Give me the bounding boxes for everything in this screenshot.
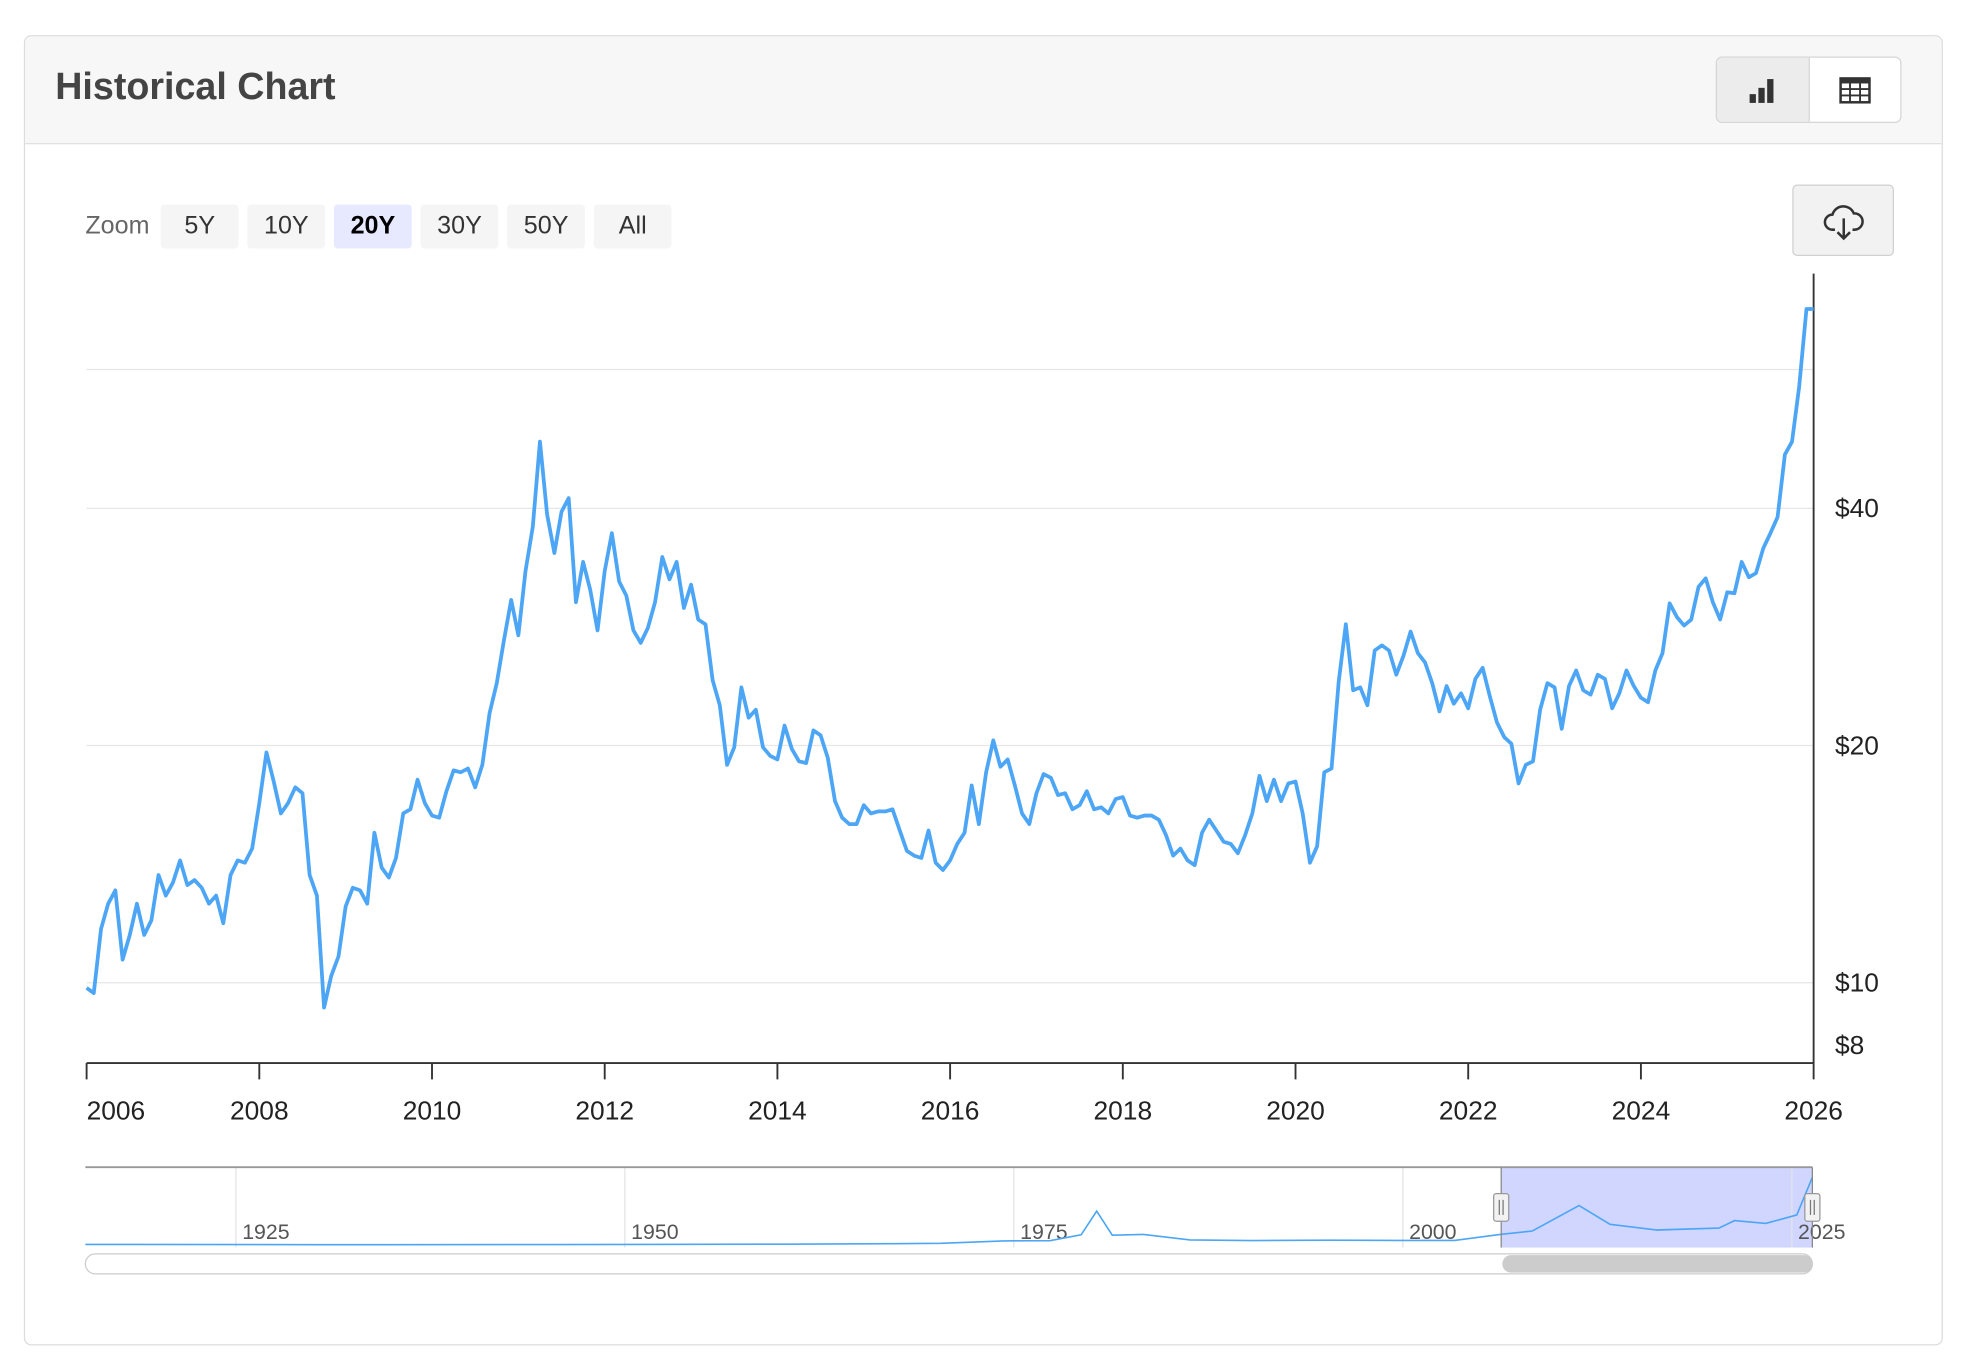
zoom-all-button[interactable]: All [593, 204, 672, 249]
x-tick-label: 2016 [921, 1096, 980, 1126]
chart-view-button[interactable] [1716, 57, 1810, 122]
navigator-tick-label: 2025 [1798, 1220, 1845, 1244]
zoom-30y-button[interactable]: 30Y [420, 204, 499, 249]
price-series-line [85, 307, 1814, 1010]
x-tick-label: 2014 [748, 1096, 807, 1126]
x-tick-label: 2008 [230, 1096, 289, 1126]
card-title: Historical Chart [55, 66, 336, 108]
navigator: 1925 1950 1975 2000 2025 [85, 1166, 1846, 1248]
download-button[interactable] [1792, 184, 1894, 257]
navigator-scrollbar-thumb[interactable] [1502, 1255, 1813, 1273]
zoom-10y-button[interactable]: 10Y [247, 204, 326, 249]
historical-chart-card: Historical Chart Zoom 5Y 10Y 20Y 30Y 50Y… [23, 35, 1943, 1346]
x-tick-label: 2022 [1439, 1096, 1498, 1126]
bar-chart-icon [1749, 78, 1774, 103]
table-icon [1839, 76, 1871, 103]
y-tick-label: $40 [1835, 493, 1879, 523]
navigator-series-line [85, 1176, 1814, 1246]
zoom-selector: Zoom 5Y 10Y 20Y 30Y 50Y All [85, 204, 672, 249]
x-tick-label: 2006 [87, 1096, 146, 1126]
x-tick-label: 2018 [1094, 1096, 1153, 1126]
card-header: Historical Chart [25, 36, 1942, 145]
y-tick-label: $8 [1835, 1030, 1864, 1060]
x-tick-label: 2026 [1784, 1096, 1843, 1126]
cloud-download-icon [1823, 204, 1864, 240]
zoom-5y-button[interactable]: 5Y [160, 204, 239, 249]
handle-box [1804, 1192, 1821, 1222]
navigator-tick-label: 1950 [631, 1220, 679, 1244]
zoom-label: Zoom [85, 212, 150, 240]
view-toggle [1715, 56, 1902, 123]
navigator-tick-label: 1925 [242, 1220, 289, 1244]
table-view-button[interactable] [1809, 58, 1900, 122]
navigator-left-handle[interactable] [1493, 1192, 1510, 1222]
y-tick-label: $20 [1835, 730, 1879, 760]
navigator-right-handle[interactable] [1804, 1192, 1821, 1222]
navigator-selected-range [1501, 1167, 1813, 1248]
navigator-tick-label: 1975 [1020, 1220, 1067, 1244]
zoom-20y-button[interactable]: 20Y [334, 204, 412, 249]
x-tick-label: 2020 [1266, 1096, 1325, 1126]
x-tick-label: 2024 [1612, 1096, 1671, 1126]
x-tick-label: 2010 [403, 1096, 462, 1126]
zoom-50y-button[interactable]: 50Y [507, 204, 586, 249]
handle-box [1493, 1192, 1510, 1222]
x-tick-label: 2012 [575, 1096, 634, 1126]
y-tick-label: $10 [1835, 968, 1879, 998]
